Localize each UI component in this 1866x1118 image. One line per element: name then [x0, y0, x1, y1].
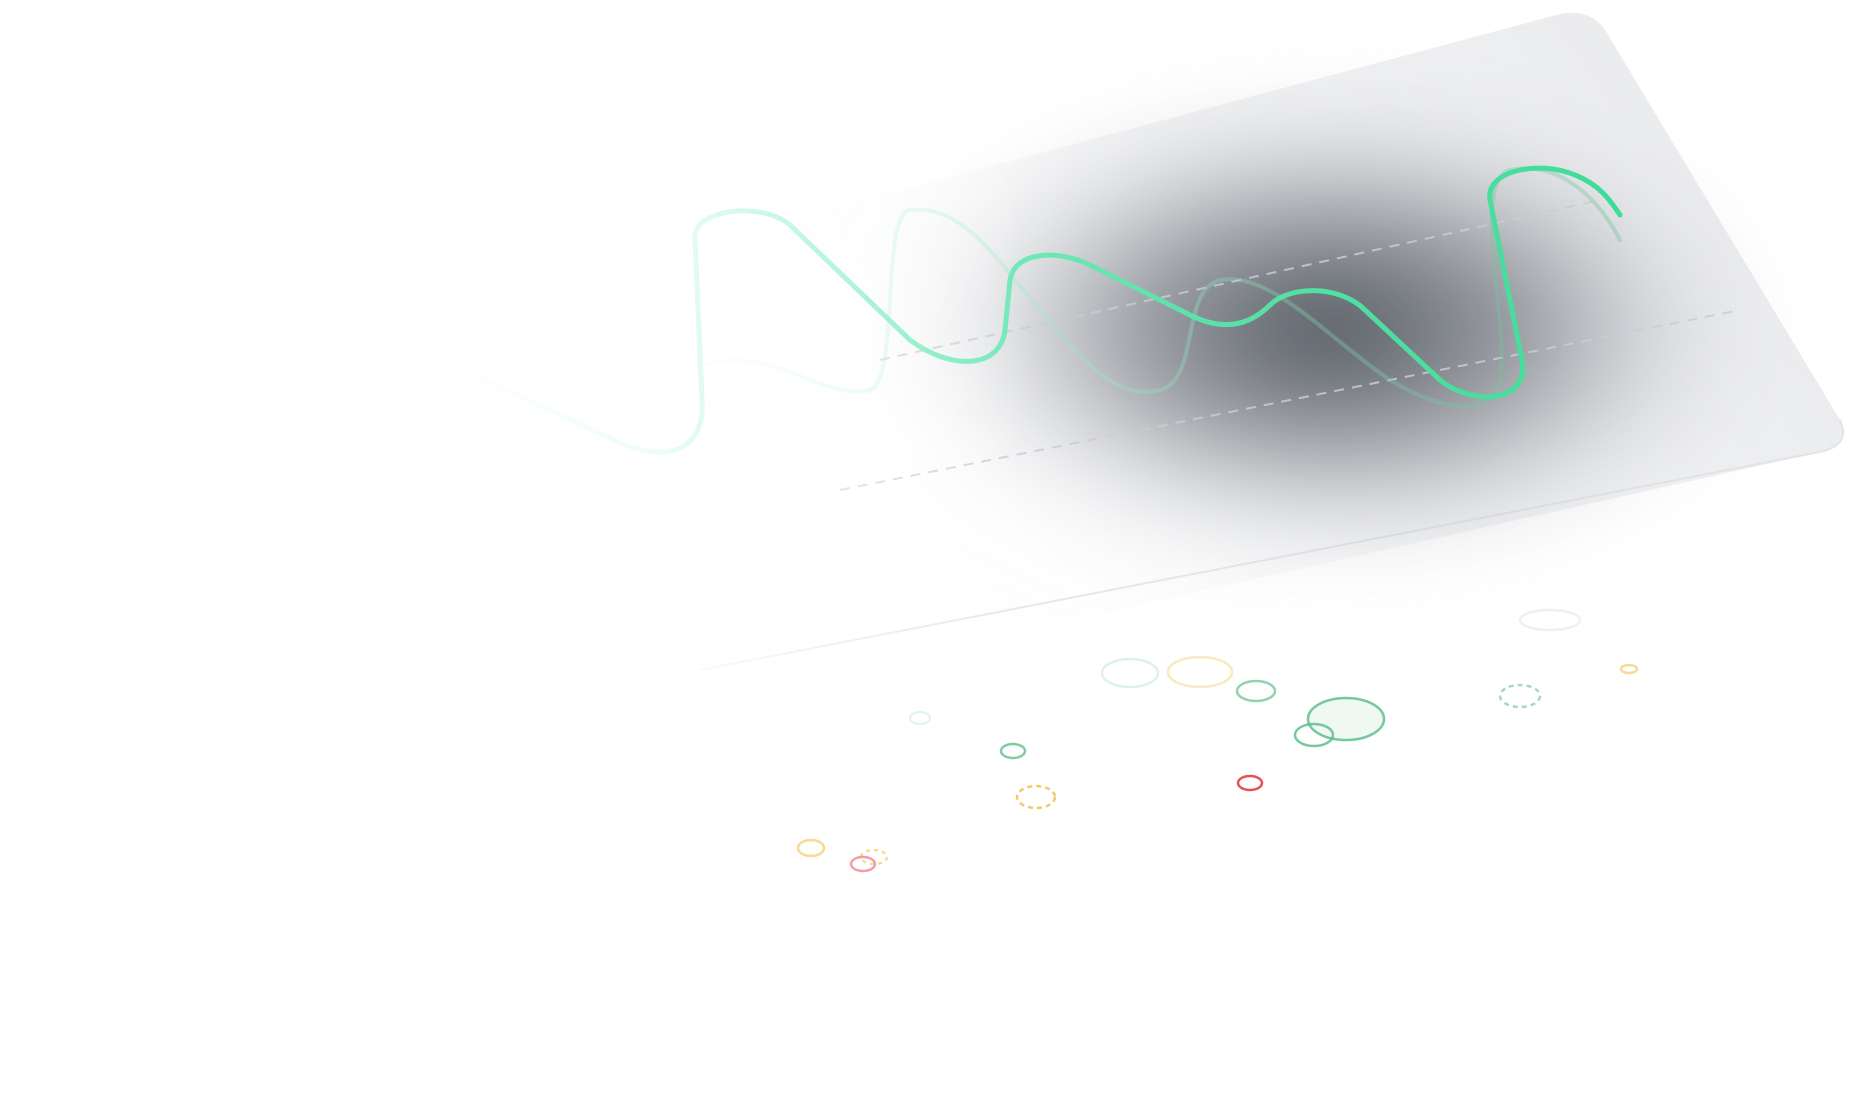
bubble-circle	[1235, 679, 1277, 703]
bubble-circle	[796, 838, 826, 858]
bubble-circle	[1619, 663, 1639, 675]
bubble-circle	[1498, 683, 1542, 709]
bubble-circle	[849, 855, 877, 873]
bubble-circle	[1236, 774, 1264, 792]
bubble-circle	[999, 742, 1027, 760]
bubble-cluster	[796, 608, 1639, 873]
bubble-circle	[1518, 608, 1582, 632]
bubble-circle	[859, 848, 889, 866]
bubble-circle	[908, 710, 932, 726]
bubble-circle	[1100, 657, 1160, 689]
bubble-circle	[1015, 784, 1057, 810]
bubble-circle	[1293, 722, 1335, 748]
bubble-circle	[1306, 696, 1386, 742]
bubble-circle	[1166, 655, 1234, 689]
